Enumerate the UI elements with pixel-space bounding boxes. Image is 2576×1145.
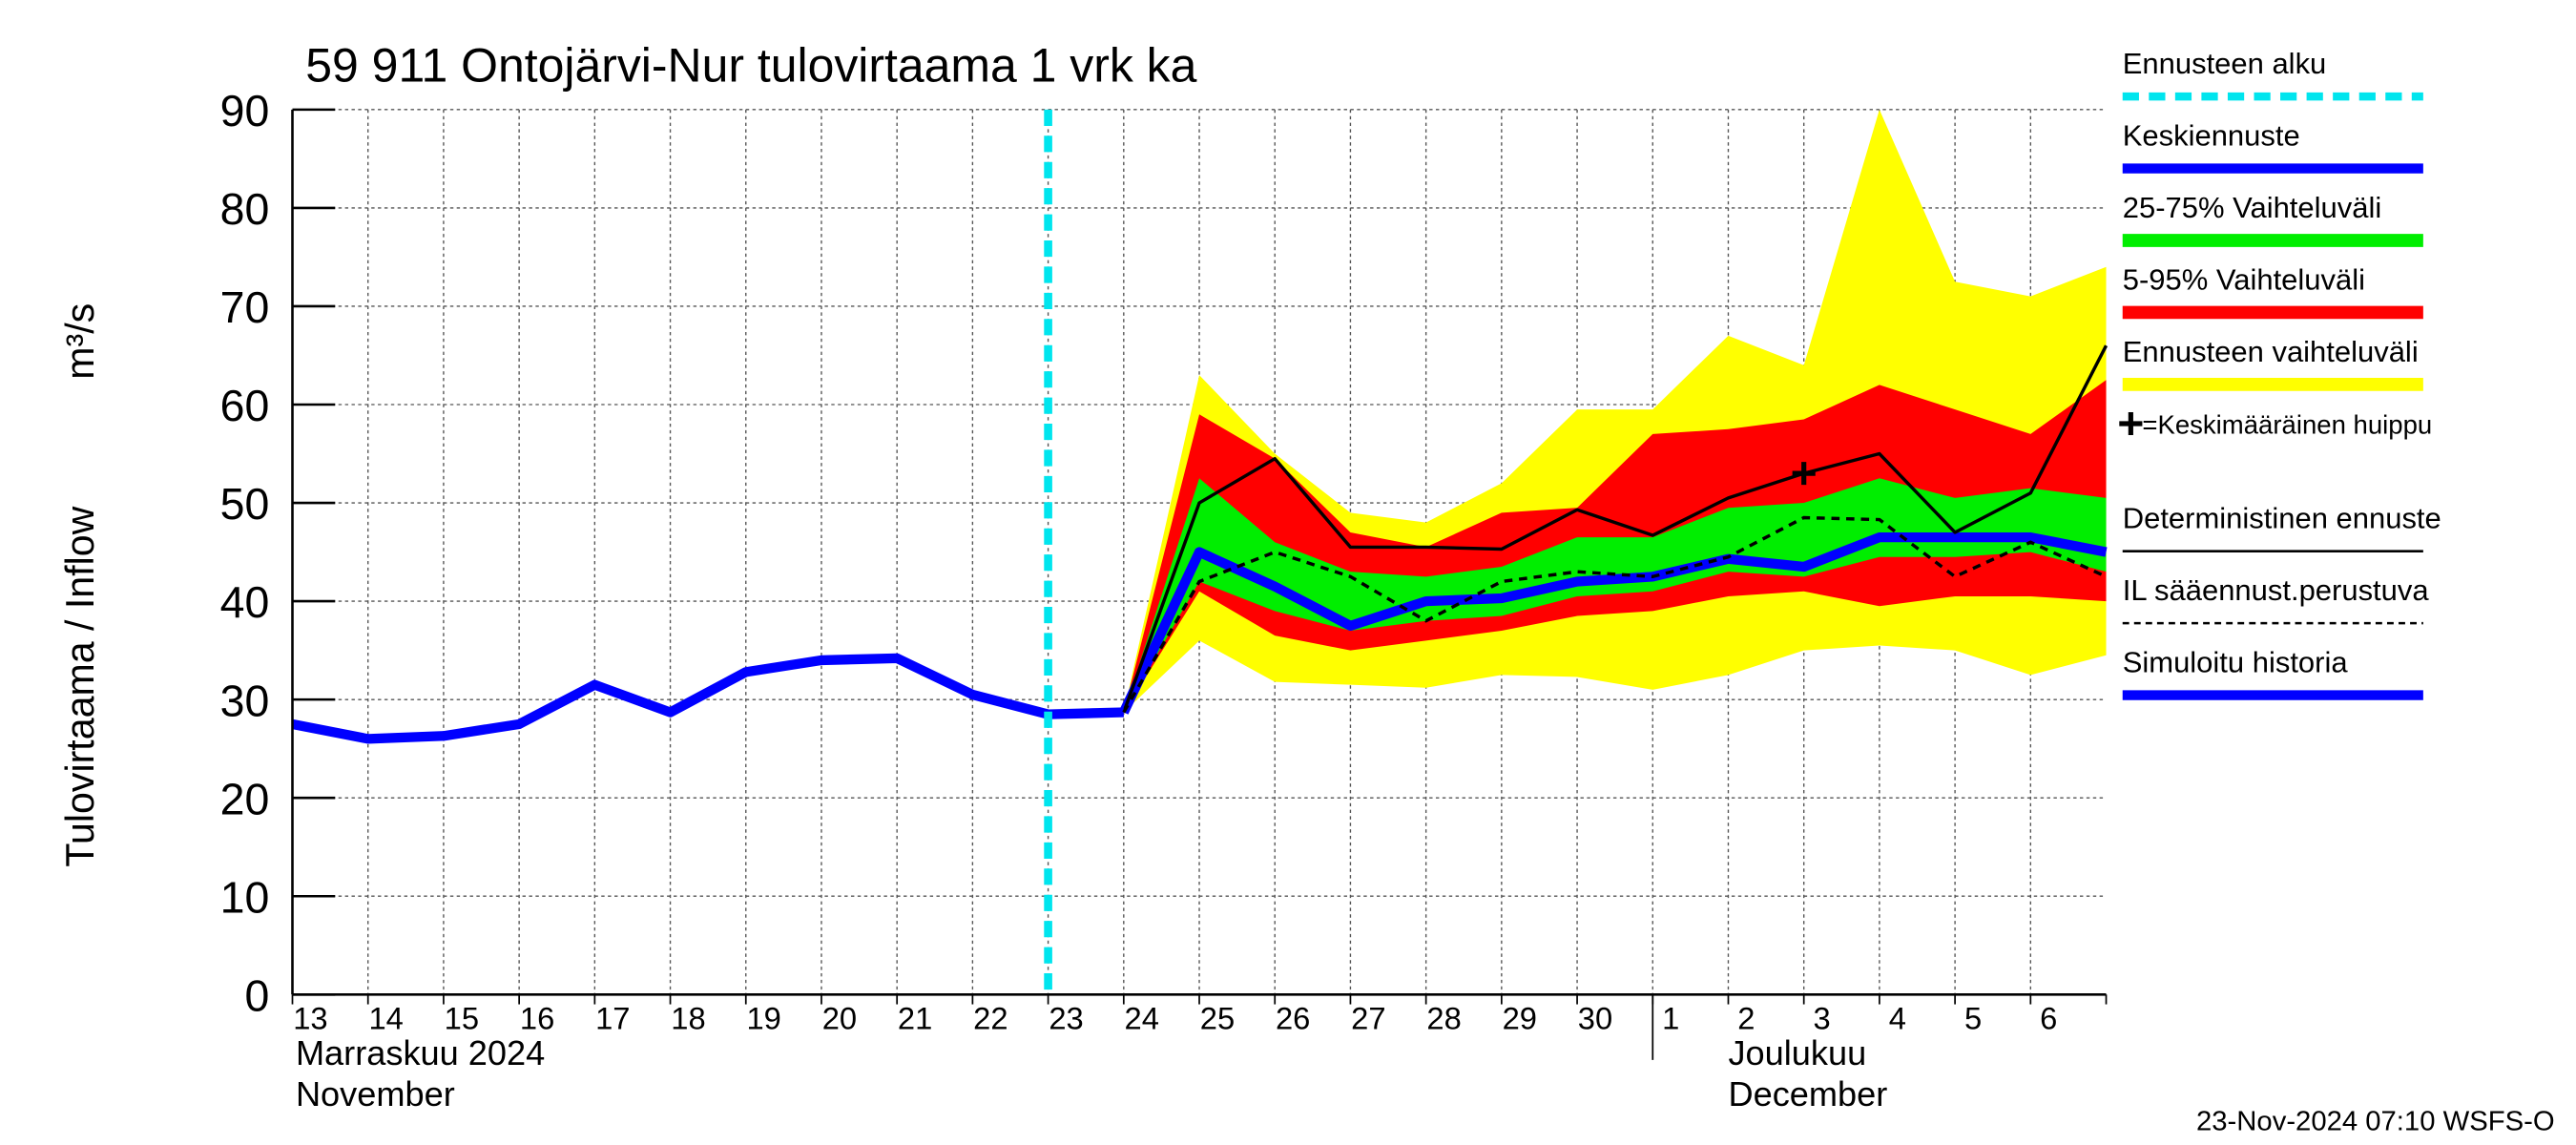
x-tick-label: 21 xyxy=(898,1000,932,1035)
x-tick-label: 22 xyxy=(973,1000,1008,1035)
legend-label: IL sääennust.perustuva xyxy=(2123,573,2430,607)
x-tick-label: 26 xyxy=(1276,1000,1310,1035)
y-tick-label: 90 xyxy=(220,86,270,135)
x-tick-label: 16 xyxy=(520,1000,554,1035)
x-tick-label: 4 xyxy=(1889,1000,1906,1035)
legend-label: 25-75% Vaihteluväli xyxy=(2123,191,2381,224)
legend-label: =Keskimääräinen huippu xyxy=(2142,409,2432,439)
legend-symbol xyxy=(2119,412,2143,435)
x-tick-label: 14 xyxy=(368,1000,403,1035)
month-label: December xyxy=(1728,1074,1887,1114)
y-tick-label: 10 xyxy=(220,872,270,922)
y-tick-label: 60 xyxy=(220,381,270,430)
x-tick-label: 5 xyxy=(1964,1000,1982,1035)
month-label: Joulukuu xyxy=(1728,1033,1866,1072)
chart-title: 59 911 Ontojärvi-Nur tulovirtaama 1 vrk … xyxy=(305,39,1196,93)
x-tick-label: 27 xyxy=(1351,1000,1385,1035)
month-label: Marraskuu 2024 xyxy=(296,1033,545,1072)
x-tick-label: 6 xyxy=(2040,1000,2057,1035)
x-tick-label: 17 xyxy=(595,1000,630,1035)
y-tick-label: 0 xyxy=(245,971,270,1021)
line xyxy=(1122,344,2109,714)
legend-label: Simuloitu historia xyxy=(2123,646,2349,679)
y-axis-unit: m³/s xyxy=(58,303,102,380)
legend-label: Deterministinen ennuste xyxy=(2123,502,2441,535)
x-tick-label: 3 xyxy=(1814,1000,1831,1035)
x-tick-label: 28 xyxy=(1426,1000,1461,1035)
x-tick-label: 20 xyxy=(822,1000,857,1035)
x-tick-label: 2 xyxy=(1737,1000,1755,1035)
footer: 23-Nov-2024 07:10 WSFS-O xyxy=(2196,1107,2555,1137)
x-tick-label: 30 xyxy=(1578,1000,1612,1035)
y-tick-label: 80 xyxy=(220,184,270,234)
y-axis-label: Tulovirtaama / Inflow xyxy=(58,506,102,866)
month-label: November xyxy=(296,1074,455,1114)
y-tick-label: 40 xyxy=(220,577,270,627)
legend-label: Keskiennuste xyxy=(2123,119,2300,153)
line xyxy=(291,653,1124,744)
x-tick-label: 19 xyxy=(747,1000,781,1035)
legend-label: Ennusteen vaihteluväli xyxy=(2123,335,2419,368)
y-tick-label: 30 xyxy=(220,676,270,725)
line xyxy=(1119,531,2108,715)
y-tick-label: 50 xyxy=(220,479,270,529)
y-tick-label: 70 xyxy=(220,282,270,332)
x-tick-label: 24 xyxy=(1125,1000,1159,1035)
x-tick-label: 25 xyxy=(1200,1000,1235,1035)
legend-label: 5-95% Vaihteluväli xyxy=(2123,262,2365,296)
x-tick-label: 1 xyxy=(1662,1000,1679,1035)
y-tick-label: 20 xyxy=(220,774,270,823)
x-tick-label: 13 xyxy=(293,1000,327,1035)
x-tick-label: 23 xyxy=(1049,1000,1083,1035)
line xyxy=(1122,515,2108,714)
peak-marker xyxy=(1792,462,1816,486)
legend-label: Ennusteen alku xyxy=(2123,47,2327,80)
x-tick-label: 29 xyxy=(1503,1000,1537,1035)
x-tick-label: 18 xyxy=(671,1000,705,1035)
x-tick-label: 15 xyxy=(445,1000,479,1035)
